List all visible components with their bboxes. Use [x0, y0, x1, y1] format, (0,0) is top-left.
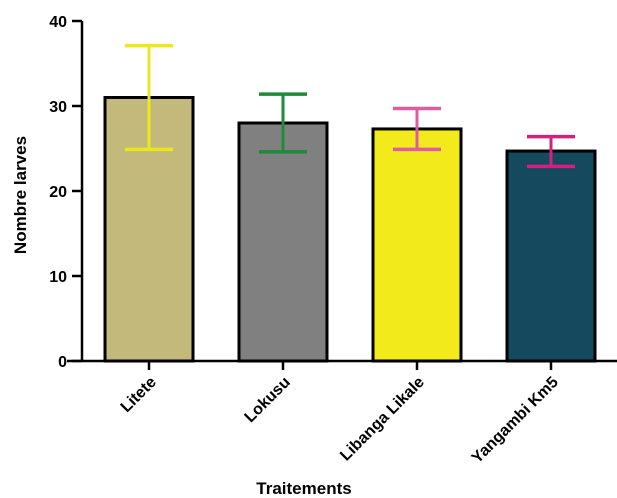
- error-bars-layer: [125, 43, 575, 169]
- x-tick-label: Libanga Likale: [337, 374, 428, 465]
- x-tick-labels: Litete Lokusu Libanga Likale Yangambi Km5: [118, 361, 562, 467]
- bar-lokusu: [237, 121, 329, 363]
- y-tick-label: 20: [49, 184, 67, 201]
- x-axis-title: Traitements: [256, 479, 351, 498]
- y-axis-title: Nombre larves: [11, 136, 30, 254]
- x-tick-label: Litete: [118, 374, 160, 416]
- y-tick-label: 30: [49, 99, 67, 116]
- bar-yangambi-km5: [505, 149, 597, 363]
- y-tick-label: 0: [58, 354, 67, 371]
- y-tick-label: 40: [49, 14, 67, 31]
- y-ticks: 0 10 20 30 40: [49, 14, 82, 371]
- y-tick-label: 10: [49, 269, 67, 286]
- x-tick-label: Yangambi Km5: [469, 374, 562, 467]
- bars-layer: [103, 96, 597, 363]
- bar-libanga-likale: [371, 127, 463, 363]
- x-tick-label: Lokusu: [242, 374, 294, 426]
